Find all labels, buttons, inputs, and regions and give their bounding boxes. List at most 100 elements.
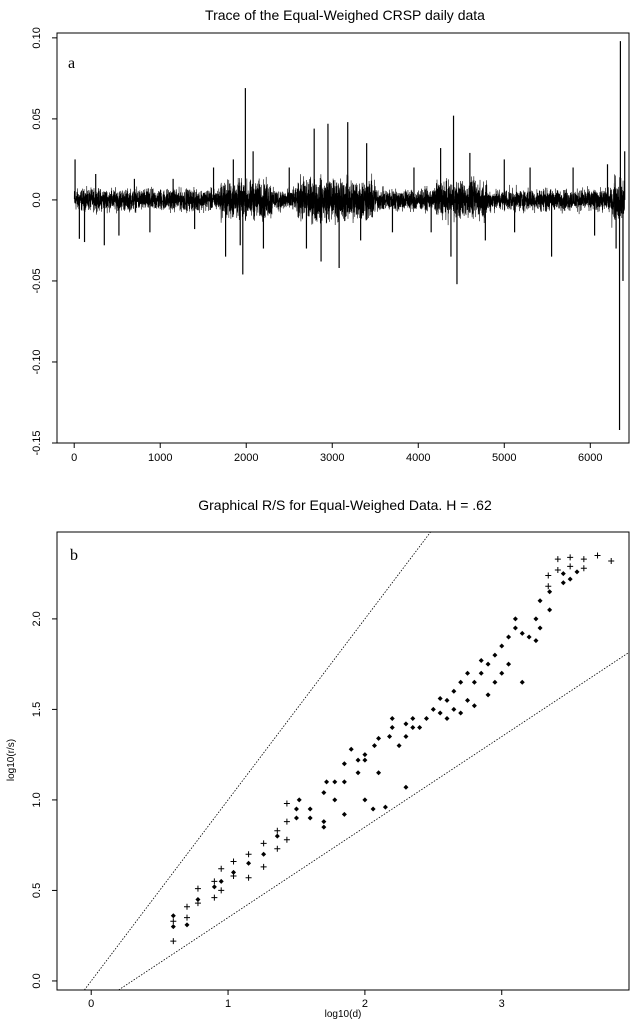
- plus-point: [554, 567, 561, 574]
- diamond-point: [547, 607, 553, 613]
- y-tick-label: -0.10: [31, 349, 43, 374]
- diamond-point: [471, 703, 477, 709]
- plus-point: [245, 851, 252, 858]
- diamond-point: [403, 734, 409, 740]
- plus-point: [245, 874, 252, 881]
- y-tick-label: 0.0: [31, 973, 43, 988]
- diamond-point: [371, 743, 377, 749]
- chart-a-panel-label: a: [68, 55, 75, 72]
- diamond-point: [321, 824, 327, 830]
- diamond-point: [362, 752, 368, 758]
- diamond-point: [324, 779, 330, 785]
- plus-point: [194, 885, 201, 892]
- diamond-point: [437, 696, 443, 702]
- diamond-point: [296, 797, 302, 803]
- diamond-point: [526, 634, 532, 640]
- plus-point: [594, 552, 601, 559]
- diamond-point: [376, 735, 382, 741]
- chart-b-panel-label: b: [70, 547, 78, 564]
- y-tick-label: 0.10: [31, 27, 43, 48]
- plus-point: [211, 878, 218, 885]
- x-tick-label: 0: [88, 998, 94, 1010]
- plus-point: [554, 556, 561, 563]
- diamond-point: [348, 746, 354, 752]
- diamond-point: [465, 670, 471, 676]
- x-tick-label: 1000: [148, 452, 172, 464]
- diamond-point: [195, 896, 201, 902]
- y-tick-label: -0.05: [31, 268, 43, 293]
- diamond-point: [537, 625, 543, 631]
- diamond-point: [355, 770, 361, 776]
- chart-a-frame: [56, 32, 630, 444]
- diamond-point: [370, 806, 376, 812]
- plus-point: [283, 800, 290, 807]
- plus-point: [580, 556, 587, 563]
- diamond-point: [519, 630, 525, 636]
- diamond-point: [533, 616, 539, 622]
- plus-point: [218, 887, 225, 894]
- diamond-point: [321, 790, 327, 796]
- plus-point: [274, 827, 281, 834]
- x-tick-label: 5000: [492, 452, 516, 464]
- chart-a-y-axis: -0.15 -0.10 -0.05 0.0 0.05 0.10: [31, 27, 57, 456]
- plus-point: [260, 840, 267, 847]
- chart-b-x-axis: 0 1 2 3: [88, 990, 505, 1010]
- y-tick-label: 1.5: [31, 702, 43, 717]
- diamond-point: [410, 715, 416, 721]
- diamond-point: [389, 725, 395, 731]
- diamond-point: [341, 811, 347, 817]
- diamond-point: [465, 697, 471, 703]
- plus-point: [218, 865, 225, 872]
- plus-point: [567, 563, 574, 570]
- diamond-point: [451, 706, 457, 712]
- diamond-point: [246, 860, 252, 866]
- diamond-point: [478, 670, 484, 676]
- trace-line: [73, 173, 625, 228]
- diamond-point: [458, 710, 464, 716]
- y-tick-label: 0.5: [31, 883, 43, 898]
- diamond-point: [567, 576, 573, 582]
- diamond-point: [293, 806, 299, 812]
- diamond-point: [560, 580, 566, 586]
- chart-b-frame: [56, 531, 630, 991]
- chart-b: Graphical R/S for Equal-Weighed Data. H …: [6, 497, 630, 1020]
- reference-line: [84, 531, 431, 991]
- plus-point: [283, 818, 290, 825]
- chart-b-points: [170, 552, 615, 945]
- diamond-point: [355, 757, 361, 763]
- plus-point: [545, 572, 552, 579]
- diamond-point: [261, 851, 267, 857]
- diamond-point: [218, 878, 224, 884]
- plus-point: [274, 845, 281, 852]
- chart-b-y-axis: 0.0 0.5 1.0 1.5 2.0: [31, 611, 57, 989]
- chart-a: Trace of the Equal-Weighed CRSP daily da…: [31, 7, 630, 464]
- diamond-point: [499, 643, 505, 649]
- diamond-point: [451, 688, 457, 694]
- plus-point: [211, 894, 218, 901]
- diamond-point: [332, 797, 338, 803]
- y-tick-label: 0.0: [31, 192, 43, 207]
- diamond-point: [396, 743, 402, 749]
- x-tick-label: 3: [499, 998, 505, 1010]
- diamond-point: [444, 697, 450, 703]
- diamond-point: [231, 869, 237, 875]
- x-tick-label: 4000: [406, 452, 430, 464]
- diamond-point: [437, 710, 443, 716]
- x-tick-label: 2000: [234, 452, 258, 464]
- diamond-point: [458, 679, 464, 685]
- diamond-point: [211, 884, 217, 890]
- x-tick-label: 6000: [578, 452, 602, 464]
- diamond-point: [492, 652, 498, 658]
- diamond-point: [478, 658, 484, 664]
- diamond-point: [362, 797, 368, 803]
- reference-line: [118, 652, 630, 991]
- diamond-point: [471, 679, 477, 685]
- plus-point: [608, 557, 615, 564]
- diamond-point: [307, 815, 313, 821]
- chart-a-title: Trace of the Equal-Weighed CRSP daily da…: [205, 7, 485, 23]
- diamond-point: [382, 804, 388, 810]
- chart-b-title: Graphical R/S for Equal-Weighed Data. H …: [198, 497, 492, 513]
- diamond-point: [417, 725, 423, 731]
- diamond-point: [341, 779, 347, 785]
